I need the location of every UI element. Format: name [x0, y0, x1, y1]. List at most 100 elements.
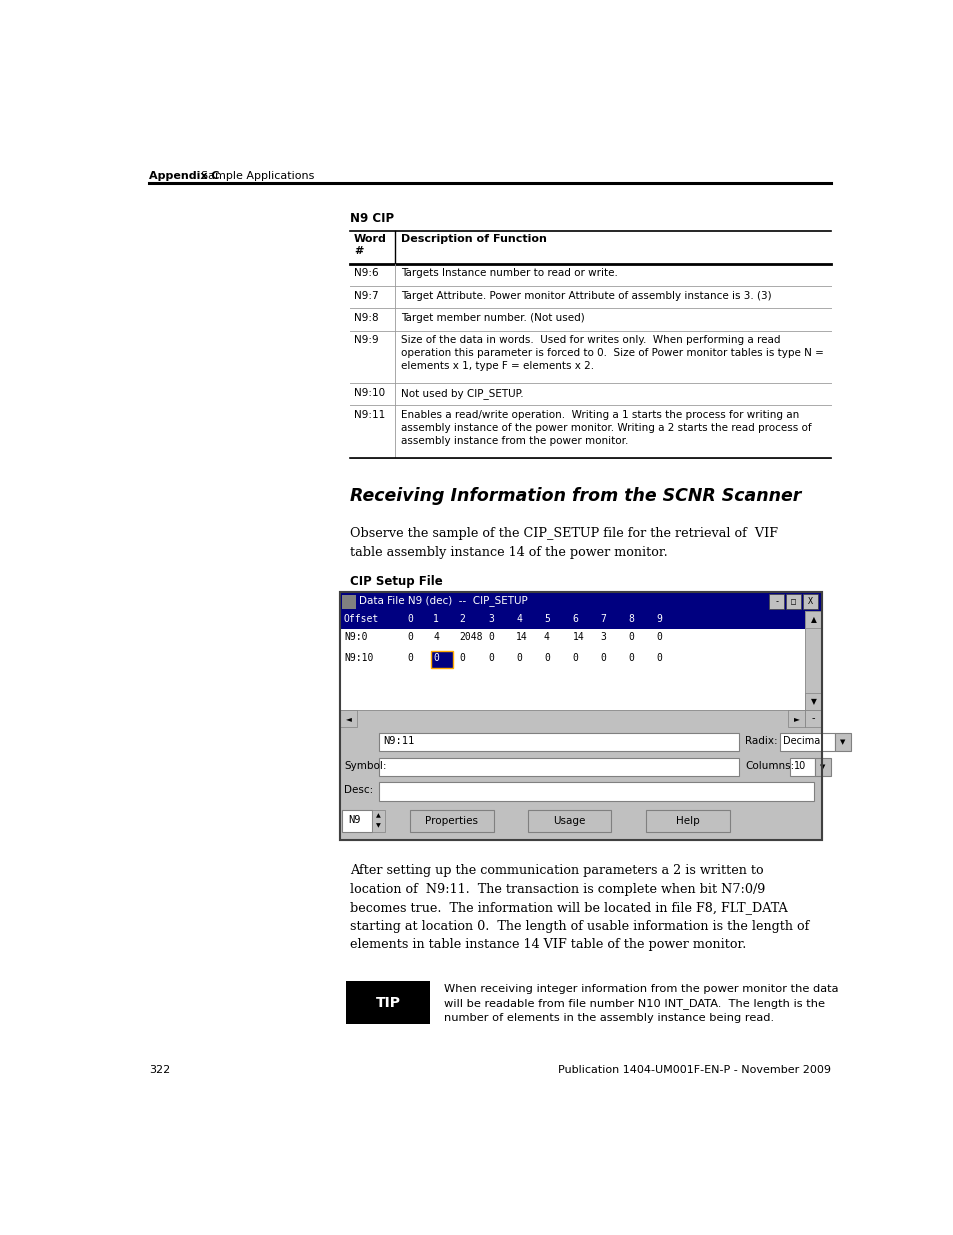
Text: 3: 3 — [599, 632, 606, 642]
Text: 0: 0 — [656, 632, 661, 642]
Bar — [790, 757, 815, 776]
Text: Symbol:: Symbol: — [344, 761, 386, 771]
Text: Radix:: Radix: — [744, 736, 778, 746]
Bar — [340, 710, 804, 727]
Bar — [342, 810, 372, 831]
Text: Offset: Offset — [344, 615, 379, 625]
Text: 2048: 2048 — [459, 632, 482, 642]
Bar — [527, 810, 611, 831]
Bar — [431, 651, 452, 668]
Text: ▼: ▼ — [810, 697, 816, 706]
Text: N9:7: N9:7 — [354, 290, 378, 300]
Text: ▲: ▲ — [810, 615, 816, 625]
Bar — [346, 982, 430, 1025]
Text: ▼: ▼ — [820, 764, 824, 769]
Text: 0: 0 — [543, 653, 549, 663]
Text: Receiving Information from the SCNR Scanner: Receiving Information from the SCNR Scan… — [350, 487, 801, 505]
Bar — [340, 592, 821, 840]
Text: CIP Setup File: CIP Setup File — [350, 574, 442, 588]
Text: Target Attribute. Power monitor Attribute of assembly instance is 3. (3): Target Attribute. Power monitor Attribut… — [400, 290, 770, 300]
Text: 1: 1 — [433, 615, 438, 625]
Bar — [804, 710, 821, 727]
Text: N9:11: N9:11 — [382, 736, 414, 746]
Bar — [804, 611, 821, 629]
Text: When receiving integer information from the power monitor the data
will be reada: When receiving integer information from … — [443, 984, 838, 1023]
Text: Usage: Usage — [553, 816, 585, 826]
Text: 0: 0 — [407, 615, 413, 625]
Bar — [804, 611, 821, 710]
Bar — [835, 734, 850, 751]
Text: 322: 322 — [149, 1065, 170, 1074]
Text: Data File N9 (dec)  --  CIP_SETUP: Data File N9 (dec) -- CIP_SETUP — [358, 595, 527, 605]
Text: 2: 2 — [459, 615, 465, 625]
Text: Not used by CIP_SETUP.: Not used by CIP_SETUP. — [400, 388, 522, 399]
Bar — [341, 595, 355, 609]
Bar — [785, 594, 800, 609]
Bar — [815, 757, 830, 776]
Text: 0: 0 — [516, 653, 521, 663]
Bar — [779, 734, 835, 751]
Text: -: - — [774, 597, 779, 606]
Text: After setting up the communication parameters a 2 is written to
location of  N9:: After setting up the communication param… — [350, 864, 809, 951]
Text: 0: 0 — [488, 632, 494, 642]
Bar — [378, 782, 814, 800]
Bar — [340, 727, 821, 841]
Text: N9:8: N9:8 — [354, 312, 378, 324]
Text: ◄: ◄ — [345, 714, 352, 722]
Text: 4: 4 — [516, 615, 521, 625]
Text: 5: 5 — [543, 615, 549, 625]
Text: Enables a read/write operation.  Writing a 1 starts the process for writing an
a: Enables a read/write operation. Writing … — [400, 410, 810, 446]
Text: 0: 0 — [407, 653, 413, 663]
Text: 0: 0 — [572, 653, 578, 663]
Text: 4: 4 — [433, 632, 438, 642]
Text: ▼: ▼ — [375, 823, 380, 827]
Text: ▼: ▼ — [840, 740, 845, 745]
Text: TIP: TIP — [375, 995, 400, 1010]
Text: Help: Help — [676, 816, 700, 826]
Text: Description of Function: Description of Function — [400, 235, 546, 245]
Bar — [340, 710, 356, 727]
Bar — [802, 594, 817, 609]
Bar — [340, 592, 821, 840]
Text: □: □ — [790, 597, 795, 606]
Text: 6: 6 — [572, 615, 578, 625]
Text: 0: 0 — [407, 632, 413, 642]
Text: Sample Applications: Sample Applications — [201, 172, 314, 182]
Text: 14: 14 — [516, 632, 527, 642]
Text: Targets Instance number to read or write.: Targets Instance number to read or write… — [400, 268, 617, 278]
Text: ▲: ▲ — [375, 814, 380, 819]
Text: Appendix C: Appendix C — [149, 172, 219, 182]
Text: Target member number. (Not used): Target member number. (Not used) — [400, 312, 583, 324]
Text: Properties: Properties — [425, 816, 477, 826]
Text: Publication 1404-UM001F-EN-P - November 2009: Publication 1404-UM001F-EN-P - November … — [558, 1065, 830, 1074]
Text: 10: 10 — [793, 761, 805, 771]
Text: N9: N9 — [348, 815, 360, 825]
Bar — [378, 734, 739, 751]
Text: 8: 8 — [628, 615, 634, 625]
Text: 4: 4 — [543, 632, 549, 642]
Text: Columns:: Columns: — [744, 761, 794, 771]
Text: Decimal: Decimal — [781, 736, 821, 746]
Text: ►: ► — [793, 714, 799, 722]
Bar — [787, 710, 804, 727]
Text: N9:11: N9:11 — [354, 410, 385, 420]
Bar — [372, 810, 385, 831]
Text: 0: 0 — [628, 653, 634, 663]
Bar — [378, 757, 739, 776]
Bar — [340, 592, 821, 611]
Text: X: X — [807, 597, 812, 606]
Text: N9:6: N9:6 — [354, 268, 378, 278]
Text: 0: 0 — [488, 653, 494, 663]
Text: 0: 0 — [599, 653, 606, 663]
Bar — [410, 810, 493, 831]
Text: 0: 0 — [628, 632, 634, 642]
Bar — [645, 810, 729, 831]
Text: 0: 0 — [433, 653, 438, 663]
Text: N9:9: N9:9 — [354, 336, 378, 346]
Text: N9:10: N9:10 — [354, 388, 385, 398]
Text: Size of the data in words.  Used for writes only.  When performing a read
operat: Size of the data in words. Used for writ… — [400, 336, 822, 370]
Text: Word
#: Word # — [354, 235, 387, 256]
Text: Observe the sample of the CIP_SETUP file for the retrieval of  VIF
table assembl: Observe the sample of the CIP_SETUP file… — [350, 527, 778, 558]
Bar — [340, 611, 804, 710]
Text: 0: 0 — [459, 653, 465, 663]
